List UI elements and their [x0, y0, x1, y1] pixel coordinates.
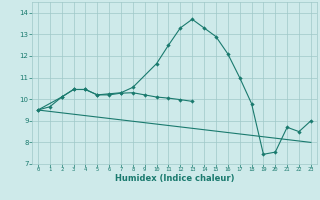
X-axis label: Humidex (Indice chaleur): Humidex (Indice chaleur): [115, 174, 234, 183]
